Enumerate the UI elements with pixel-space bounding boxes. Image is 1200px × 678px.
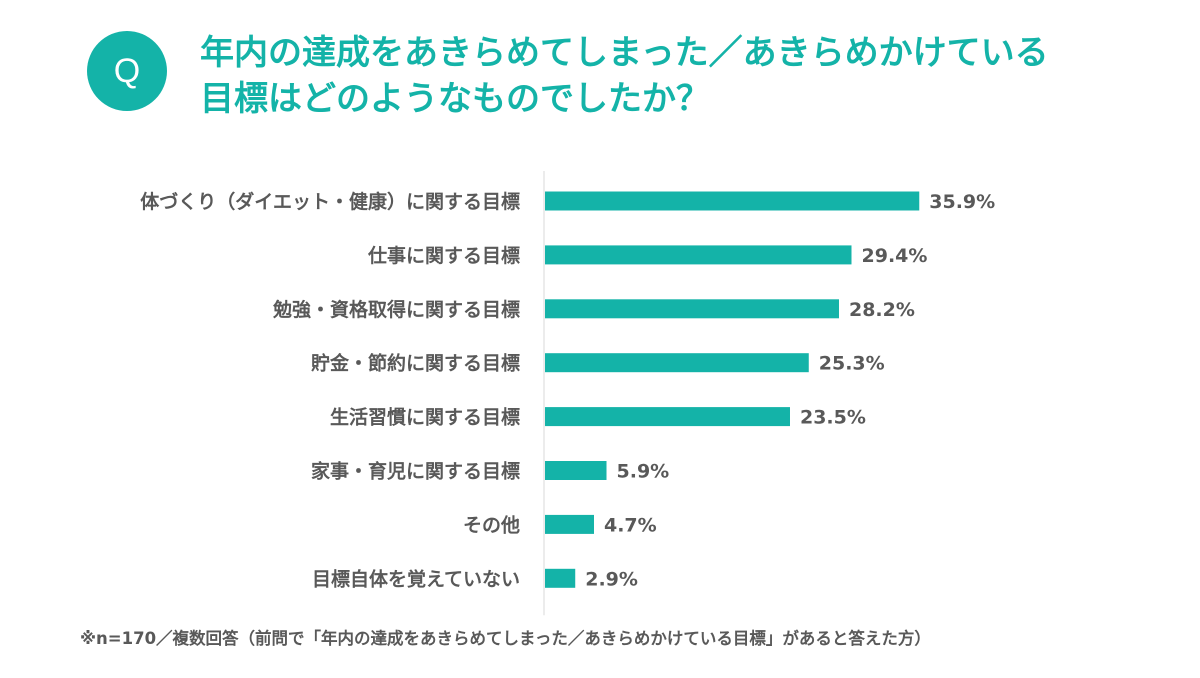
bar [545, 407, 790, 427]
data-label: 28.2% [849, 299, 915, 321]
question-badge-label: Q [113, 51, 141, 90]
bar [545, 568, 576, 588]
footnote: ※n=170／複数回答（前問で「年内の達成をあきらめてしまった／あきらめかけてい… [80, 629, 931, 648]
category-label: 体づくり（ダイエット・健康）に関する目標 [140, 190, 520, 213]
category-label: 目標自体を覚えていない [312, 567, 520, 590]
category-label: 家事・育児に関する目標 [311, 460, 520, 483]
data-label: 23.5% [800, 407, 866, 429]
category-label: 仕事に関する目標 [367, 244, 520, 267]
bar [545, 191, 920, 211]
data-label: 2.9% [585, 568, 638, 590]
data-label: 35.9% [929, 191, 995, 213]
question-title-line-1: 年内の達成をあきらめてしまった／あきらめかけている [200, 33, 1049, 73]
data-label: 25.3% [819, 353, 885, 375]
bar-chart: 体づくり（ダイエット・健康）に関する目標 35.9% 仕事に関する目標 29.4% 勉強… [140, 171, 995, 616]
category-label: 貯金・節約に関する目標 [311, 352, 520, 375]
question-title-line-2: 目標はどのようなものでしたか？ [200, 79, 710, 119]
data-label: 4.7% [604, 514, 657, 536]
bar [545, 461, 607, 480]
data-label: 5.9% [617, 461, 670, 483]
bar [545, 245, 852, 265]
data-label: 29.4% [862, 245, 928, 267]
category-label: 勉強・資格取得に関する目標 [272, 298, 520, 321]
category-label: その他 [463, 513, 520, 536]
bar [545, 514, 594, 534]
question-title: 年内の達成をあきらめてしまった／あきらめかけている 目標はどのようなものでしたか… [200, 30, 1180, 122]
bar [545, 353, 809, 373]
category-label: 生活習慣に関する目標 [330, 406, 520, 429]
bar [545, 299, 839, 319]
question-badge: Q [87, 31, 167, 111]
